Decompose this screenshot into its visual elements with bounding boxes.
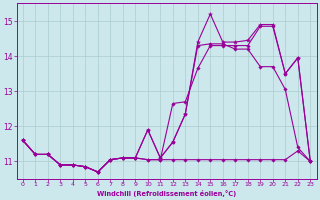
X-axis label: Windchill (Refroidissement éolien,°C): Windchill (Refroidissement éolien,°C)	[97, 190, 236, 197]
